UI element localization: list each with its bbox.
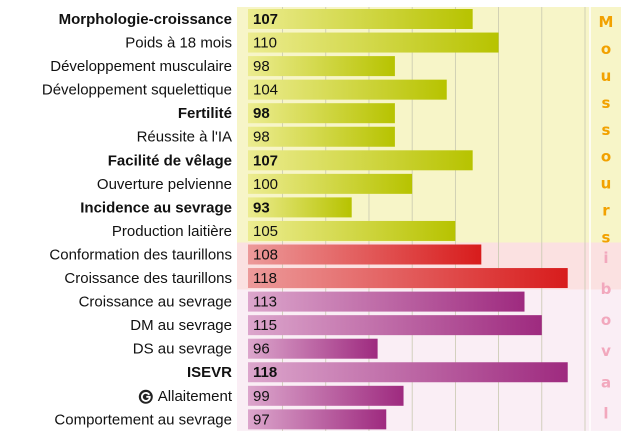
category-label: Développement musculaire (50, 58, 232, 75)
bar (248, 126, 395, 147)
bar (248, 315, 542, 336)
category-label: Fertilité (178, 105, 232, 122)
value-label: 96 (253, 341, 270, 358)
bar (248, 79, 447, 100)
category-label: Facilité de vêlage (108, 152, 232, 169)
category-label: Développement squelettique (42, 82, 232, 99)
value-label: 118 (253, 364, 277, 381)
bar (248, 385, 404, 406)
bar (248, 9, 473, 29)
bar (248, 103, 395, 124)
bar (248, 173, 413, 194)
bar (248, 409, 387, 430)
value-label: 105 (253, 223, 278, 240)
category-label: DS au sevrage (133, 341, 232, 358)
category-label: Morphologie-croissance (59, 11, 232, 28)
bar (248, 32, 499, 53)
category-label: Poids à 18 mois (125, 35, 232, 52)
category-label: Allaitement (158, 388, 233, 405)
bar (248, 268, 568, 289)
bar (248, 220, 456, 241)
category-label: Production laitière (112, 223, 232, 240)
value-label: 98 (253, 129, 270, 146)
icon-glyph (141, 392, 151, 402)
value-label: 108 (253, 246, 278, 263)
category-label: Incidence au sevrage (80, 199, 232, 216)
category-label: Réussite à l'IA (137, 129, 232, 146)
bar (248, 291, 525, 312)
category-label: Conformation des taurillons (49, 246, 232, 263)
value-label: 107 (253, 11, 278, 28)
value-label: 100 (253, 176, 278, 193)
category-label: DM au sevrage (130, 317, 232, 334)
value-label: 97 (253, 411, 270, 428)
category-label: Ouverture pelvienne (97, 176, 232, 193)
bar (248, 338, 378, 359)
bar (248, 244, 482, 265)
value-label: 98 (253, 58, 270, 75)
value-label: 110 (253, 35, 277, 52)
category-label: Croissance au sevrage (79, 294, 232, 311)
value-label: 107 (253, 152, 278, 169)
side-label: Moussours (597, 13, 615, 256)
bar (248, 56, 395, 77)
value-label: 93 (253, 199, 270, 216)
value-label: 99 (253, 388, 270, 405)
bar (248, 197, 352, 218)
value-label: 115 (253, 317, 277, 334)
side-label: iboval (597, 248, 615, 434)
bar (248, 150, 473, 171)
value-label: 113 (253, 294, 277, 311)
category-label: Croissance des taurillons (64, 270, 232, 287)
value-label: 104 (253, 82, 278, 99)
value-label: 118 (253, 270, 277, 287)
value-label: 98 (253, 105, 270, 122)
bar (248, 362, 568, 383)
category-label: Comportement au sevrage (54, 411, 232, 428)
category-label: ISEVR (187, 364, 232, 381)
section-background (237, 289, 621, 431)
